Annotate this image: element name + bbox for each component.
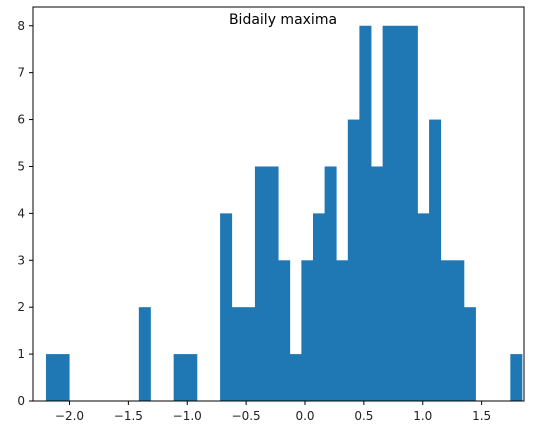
histogram-bar (57, 354, 70, 401)
histogram-bar (417, 213, 430, 401)
histogram-bar (359, 25, 372, 401)
histogram-bar (440, 260, 453, 401)
y-tick-label: 0 (17, 394, 25, 408)
y-tick-label: 6 (17, 113, 25, 127)
histogram-bar (231, 307, 244, 401)
histogram-bar (138, 307, 151, 401)
histogram-bar (463, 307, 476, 401)
histogram-bar (266, 166, 279, 401)
histogram-bar (254, 166, 267, 401)
histogram-bar (371, 166, 384, 401)
histogram-bar (394, 25, 407, 401)
histogram-bar (347, 119, 360, 401)
x-axis: −2.0 −1.5 −1.0 −0.5 0.0 0.5 1.0 1.5 (55, 401, 491, 423)
histogram-bar (278, 260, 291, 401)
x-tick-label: −1.5 (114, 409, 143, 423)
histogram-bar (510, 354, 523, 401)
bars-group (45, 25, 523, 401)
plot-frame (32, 6, 525, 402)
x-tick-label: −0.5 (232, 409, 261, 423)
x-tick-label: 1.0 (413, 409, 432, 423)
histogram-bar (324, 166, 337, 401)
x-tick-label: −2.0 (55, 409, 84, 423)
histogram-bar (301, 260, 314, 401)
histogram-bar (173, 354, 186, 401)
x-tick-label: 0.0 (295, 409, 314, 423)
x-tick-label: 1.5 (472, 409, 491, 423)
y-tick-label: 1 (17, 347, 25, 361)
histogram-bar (289, 354, 302, 401)
histogram-bar (312, 213, 325, 401)
histogram-bar (220, 213, 233, 401)
histogram-bar (382, 25, 395, 401)
histogram-bar (336, 260, 349, 401)
histogram-bar (452, 260, 465, 401)
histogram-bar (45, 354, 58, 401)
chart-title: Bidaily maxima (229, 12, 337, 28)
y-tick-label: 4 (17, 206, 25, 220)
histogram-bar (405, 25, 418, 401)
x-tick-label: −1.0 (173, 409, 202, 423)
y-tick-label: 5 (17, 159, 25, 173)
y-tick-label: 7 (17, 66, 25, 80)
histogram-bar (243, 307, 256, 401)
y-tick-label: 3 (17, 253, 25, 267)
histogram-bar (429, 119, 442, 401)
histogram-bar (185, 354, 198, 401)
y-tick-label: 2 (17, 300, 25, 314)
y-tick-label: 8 (17, 19, 25, 33)
x-tick-label: 0.5 (354, 409, 373, 423)
y-axis: 0 1 2 3 4 5 6 7 8 (17, 19, 33, 408)
